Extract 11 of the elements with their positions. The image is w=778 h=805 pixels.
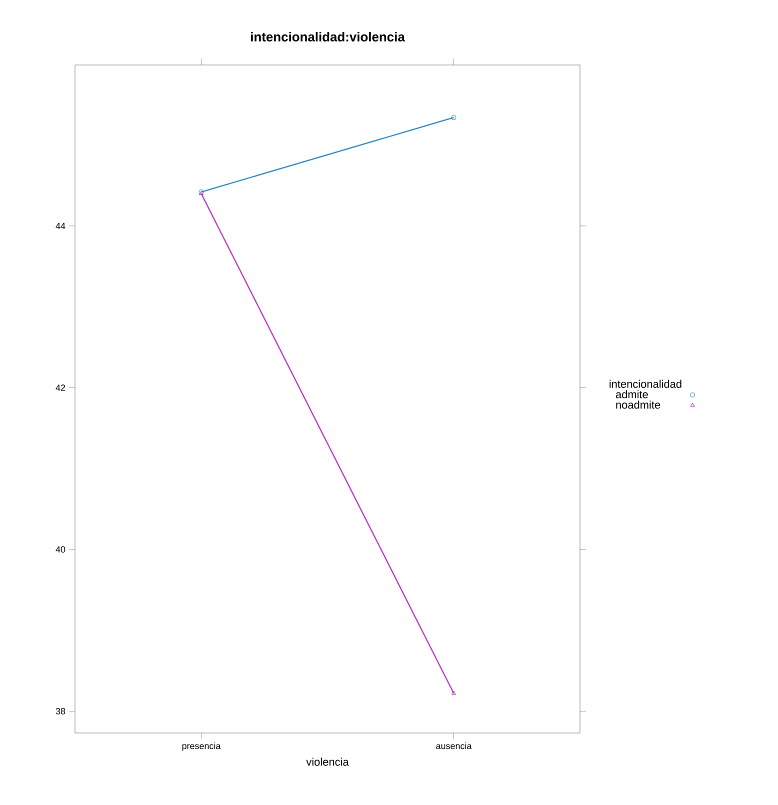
y-tick-label: 38 — [56, 708, 66, 714]
y-tick-label: 42 — [56, 384, 66, 391]
text: noadmite — [616, 400, 660, 409]
x-tick-label: ausencia — [436, 742, 472, 750]
y-tick-label: 40 — [56, 546, 66, 553]
text: admite — [616, 390, 648, 398]
chart-title: intencionalidad:violencia — [251, 32, 405, 42]
x-axis-title: violencia — [306, 758, 349, 766]
x-tick-label: presencia — [182, 742, 221, 751]
legend-title: intencionalidad — [610, 380, 682, 388]
y-tick-label: 44 — [56, 222, 66, 230]
